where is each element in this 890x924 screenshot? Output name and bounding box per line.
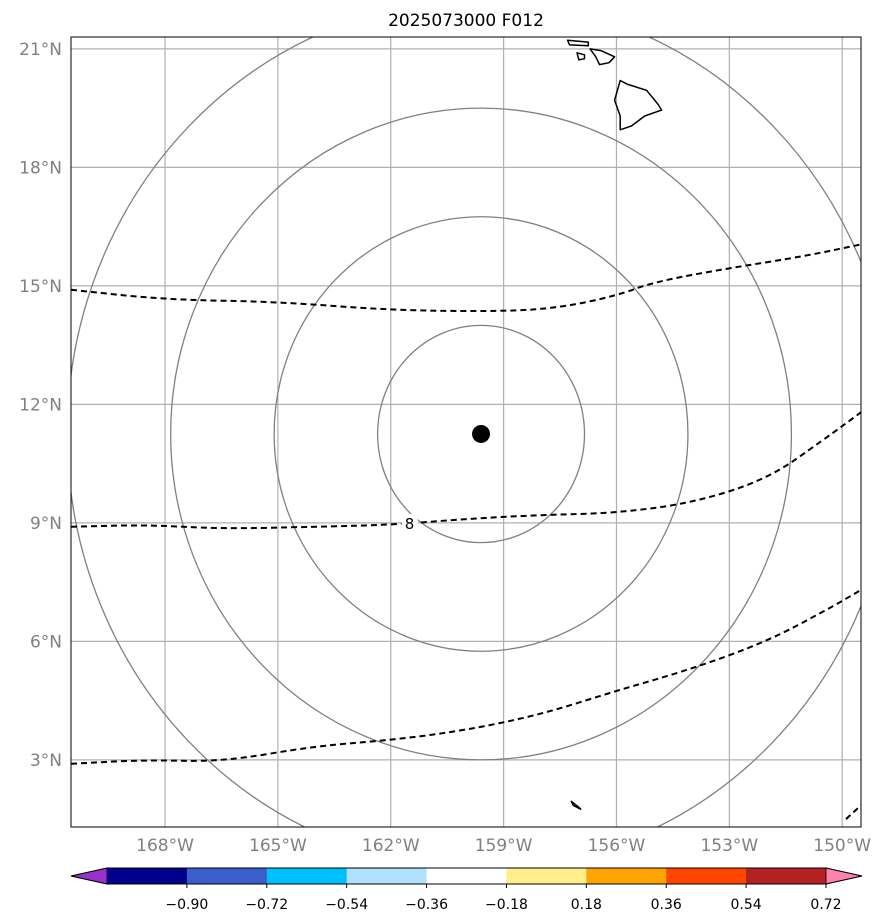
colorbar-segment [666, 868, 747, 884]
coastline-maui [589, 48, 616, 66]
lat-tick-label: 18°N [19, 158, 62, 178]
colorbar-segment [506, 868, 587, 884]
coastlines [566, 39, 663, 810]
colorbar-segment [107, 868, 188, 884]
colorbar-tick-label: −0.72 [245, 897, 288, 913]
gridlines [71, 37, 861, 827]
lon-tick-label: 150°W [813, 836, 871, 856]
colorbar-tick-label: −0.54 [325, 897, 368, 913]
contours: 8 [71, 243, 861, 820]
contour-line-4 [845, 804, 861, 820]
colorbar-extend-low [70, 867, 108, 885]
colorbar-tick-label: 0.18 [571, 897, 602, 913]
lat-tick-label: 9°N [30, 514, 62, 534]
coastline-palmyra [570, 800, 582, 810]
lon-tick-label: 159°W [475, 836, 533, 856]
contour-label-bg [401, 513, 418, 532]
longitude-tick-labels: 168°W 165°W 162°W 159°W 156°W 153°W 150°W [136, 836, 871, 856]
range-ring-2 [273, 216, 689, 652]
storm-center-marker [472, 424, 491, 443]
colorbar: −0.90 −0.72 −0.54 −0.36 −0.18 0.18 0.36 0.54 0.7… [70, 867, 863, 913]
map-area: 8 [70, 36, 862, 828]
lon-tick-label: 168°W [136, 836, 194, 856]
latitude-tick-labels: 3°N 6°N 9°N 12°N 15°N 18°N 21°N [19, 40, 62, 771]
coastline-lanai [576, 52, 586, 61]
colorbar-outline [70, 867, 863, 885]
coastline-hawaii [613, 79, 663, 131]
colorbar-extend-high [825, 867, 863, 885]
colorbar-segment [186, 868, 268, 884]
lon-tick-label: 165°W [249, 836, 307, 856]
colorbar-tick-label: −0.36 [405, 897, 448, 913]
lon-tick-label: 153°W [700, 836, 758, 856]
colorbar-tick-label: −0.90 [165, 897, 208, 913]
colorbar-segment [426, 868, 507, 884]
range-ring-1 [376, 324, 586, 544]
contour-label: 8 [405, 515, 415, 533]
coastline-molokai [566, 39, 590, 47]
colorbar-segment [346, 868, 428, 884]
colorbar-segment [746, 868, 827, 884]
range-ring-3 [170, 107, 793, 761]
colorbar-segment [586, 868, 667, 884]
colorbar-tick-label: 0.54 [731, 897, 762, 913]
lon-tick-label: 156°W [588, 836, 646, 856]
contour-line-1 [71, 243, 861, 313]
lat-tick-label: 3°N [30, 751, 62, 771]
map-frame [70, 36, 862, 828]
lat-tick-label: 12°N [19, 395, 62, 415]
colorbar-tick-label: −0.18 [485, 897, 528, 913]
colorbar-tick-label: 0.72 [810, 897, 841, 913]
lat-tick-label: 21°N [19, 40, 62, 60]
range-rings [71, 37, 861, 827]
contour-line-2 [71, 411, 861, 530]
lat-tick-label: 15°N [19, 277, 62, 297]
colorbar-segment [266, 868, 348, 884]
contour-line-3 [71, 589, 861, 765]
map-title: 2025073000 F012 [388, 11, 544, 31]
lat-tick-label: 6°N [30, 632, 62, 652]
lon-tick-label: 162°W [362, 836, 420, 856]
colorbar-tick-label: 0.36 [651, 897, 682, 913]
